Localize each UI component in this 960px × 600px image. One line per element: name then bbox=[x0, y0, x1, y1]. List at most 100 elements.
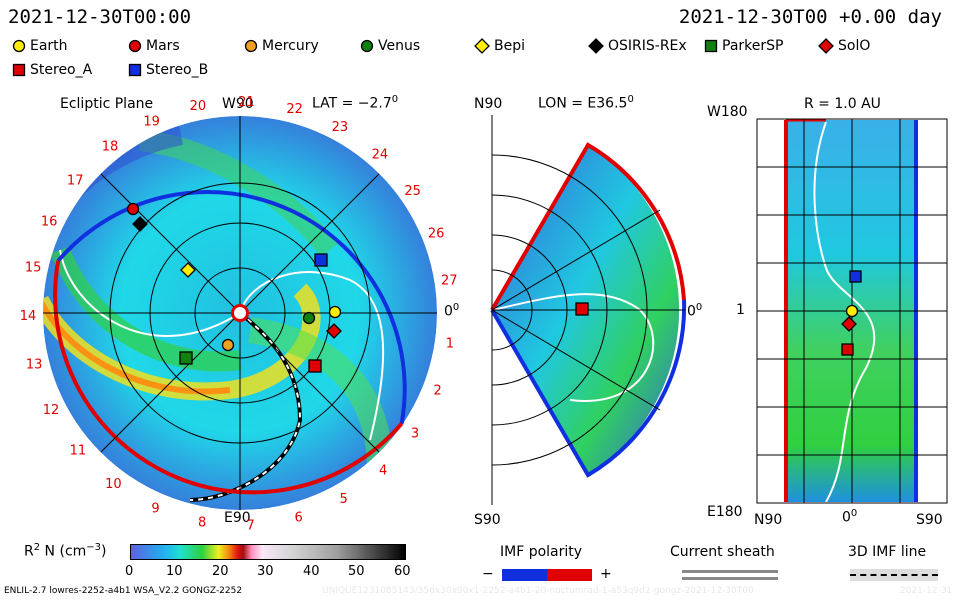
current-sheath-title: Current sheath bbox=[670, 544, 775, 560]
legend-solo: SolO bbox=[818, 38, 870, 54]
rotation-label: 22 bbox=[286, 102, 303, 117]
stereo-b-radial-marker bbox=[849, 270, 862, 283]
legend-label: OSIRIS-REx bbox=[608, 38, 687, 54]
colorbar-tick: 20 bbox=[212, 564, 229, 579]
meridional-bottom-label: S90 bbox=[474, 512, 501, 528]
rotation-label: 2 bbox=[434, 384, 442, 399]
ecliptic-lat-label: LAT = −2.70 bbox=[312, 94, 398, 112]
colorbar-label: R2 N (cm−3) bbox=[24, 542, 107, 560]
current-sheath-line bbox=[682, 577, 778, 580]
osiris-rex-marker-icon bbox=[588, 38, 604, 54]
colorbar bbox=[130, 544, 406, 560]
radial-mid-left: 1 bbox=[736, 302, 745, 318]
meridional-plot bbox=[490, 115, 687, 505]
solo-marker bbox=[326, 323, 342, 339]
venus-marker-icon bbox=[360, 39, 374, 53]
rotation-label: 8 bbox=[198, 516, 206, 531]
legend-label: ParkerSP bbox=[722, 38, 784, 54]
legend-label: Earth bbox=[30, 38, 68, 54]
radial-bottom-s: S90 bbox=[916, 512, 943, 528]
radial-title: R = 1.0 AU bbox=[804, 96, 881, 112]
legend-stereo-a: Stereo_A bbox=[12, 62, 92, 78]
colorbar-label-n: N (cm bbox=[40, 543, 87, 560]
colorbar-tick: 30 bbox=[257, 564, 274, 579]
meridional-top-label: N90 bbox=[474, 96, 503, 112]
meridional-lon-label: LON = E36.50 bbox=[538, 94, 634, 112]
earth-marker-icon bbox=[12, 39, 26, 53]
colorbar-label-cm-exp: −3 bbox=[86, 542, 102, 553]
ecliptic-top-label: W90 bbox=[222, 96, 254, 112]
imf-line-swatch bbox=[850, 569, 938, 581]
legend-label: Mercury bbox=[262, 38, 319, 54]
solo-radial-marker bbox=[841, 316, 857, 332]
legend-label: Stereo_B bbox=[146, 62, 209, 78]
bepi-marker-icon bbox=[474, 38, 490, 54]
imf-polarity-negative-swatch bbox=[502, 569, 547, 581]
mars-marker bbox=[126, 202, 140, 216]
mercury-marker bbox=[221, 338, 235, 352]
imf-line-dash bbox=[850, 574, 938, 576]
legend-label: Stereo_A bbox=[30, 62, 93, 78]
run-date: 2021-12-30T00:00 bbox=[8, 6, 192, 28]
parkersp-marker-icon bbox=[704, 39, 718, 53]
lon-degree: 0 bbox=[627, 94, 634, 105]
rotation-label: 1 bbox=[446, 337, 454, 352]
zero-degree: 0 bbox=[452, 302, 460, 313]
legend-parkersp: ParkerSP bbox=[704, 38, 783, 54]
venus-marker bbox=[302, 311, 316, 325]
rotation-label: 18 bbox=[102, 140, 119, 155]
lat-degree: 0 bbox=[391, 94, 399, 105]
ecliptic-bottom-label: E90 bbox=[224, 510, 251, 526]
rotation-label: 4 bbox=[379, 464, 387, 479]
zero-degree: 0 bbox=[850, 508, 858, 519]
rotation-label: 26 bbox=[428, 227, 445, 242]
stereo-a-radial-marker bbox=[841, 343, 854, 356]
rotation-label: 10 bbox=[105, 477, 122, 492]
colorbar-tick: 40 bbox=[303, 564, 320, 579]
legend-venus: Venus bbox=[360, 38, 420, 54]
legend-label: SolO bbox=[838, 38, 871, 54]
rotation-label: 20 bbox=[190, 99, 207, 114]
imf-polarity-plus: + bbox=[600, 566, 612, 582]
legend-earth: Earth bbox=[12, 38, 68, 54]
colorbar-tick: 50 bbox=[348, 564, 365, 579]
rotation-label: 13 bbox=[26, 357, 43, 372]
zero-text: 0 bbox=[842, 509, 851, 526]
rotation-label: 11 bbox=[70, 444, 87, 459]
radial-top-left: W180 bbox=[707, 104, 748, 120]
legend-stereo-b: Stereo_B bbox=[128, 62, 208, 78]
legend-osiris-rex: OSIRIS-REx bbox=[588, 38, 687, 54]
current-sheath-line bbox=[682, 570, 778, 573]
stereo-a-marker bbox=[308, 359, 322, 373]
imf-line-title: 3D IMF line bbox=[848, 544, 927, 560]
footer-run-info: ENLIL-2.7 lowres-2252-a4b1 WSA_V2.2 GONG… bbox=[4, 586, 243, 596]
mars-marker-icon bbox=[128, 39, 142, 53]
stereo-b-marker-icon bbox=[128, 63, 142, 77]
earth-radial-marker bbox=[845, 304, 859, 318]
rotation-label: 27 bbox=[441, 273, 458, 288]
zero-degree: 0 bbox=[695, 302, 703, 313]
imf-polarity-minus: − bbox=[482, 566, 494, 582]
bepi-marker bbox=[180, 262, 196, 278]
stereo-a-marker-icon bbox=[12, 63, 26, 77]
imf-polarity-positive-swatch bbox=[547, 569, 592, 581]
legend-label: Bepi bbox=[494, 38, 525, 54]
rotation-label: 17 bbox=[67, 174, 84, 189]
colorbar-label-close: ) bbox=[101, 543, 107, 560]
rotation-label: 3 bbox=[411, 427, 419, 442]
legend-label: Mars bbox=[146, 38, 180, 54]
mercury-marker-icon bbox=[244, 39, 258, 53]
earth-marker bbox=[328, 305, 342, 319]
osiris-rex-marker bbox=[132, 216, 148, 232]
lon-text: LON = E36.5 bbox=[538, 95, 628, 112]
colorbar-tick: 10 bbox=[166, 564, 183, 579]
legend-label: Venus bbox=[378, 38, 421, 54]
zero-text: 0 bbox=[687, 303, 696, 320]
legend-mercury: Mercury bbox=[244, 38, 319, 54]
rotation-label: 14 bbox=[20, 309, 37, 324]
rotation-label: 16 bbox=[41, 215, 58, 230]
rotation-label: 7 bbox=[246, 519, 254, 534]
rotation-label: 24 bbox=[372, 148, 389, 163]
rotation-label: 25 bbox=[404, 184, 421, 199]
colorbar-tick: 60 bbox=[394, 564, 411, 579]
